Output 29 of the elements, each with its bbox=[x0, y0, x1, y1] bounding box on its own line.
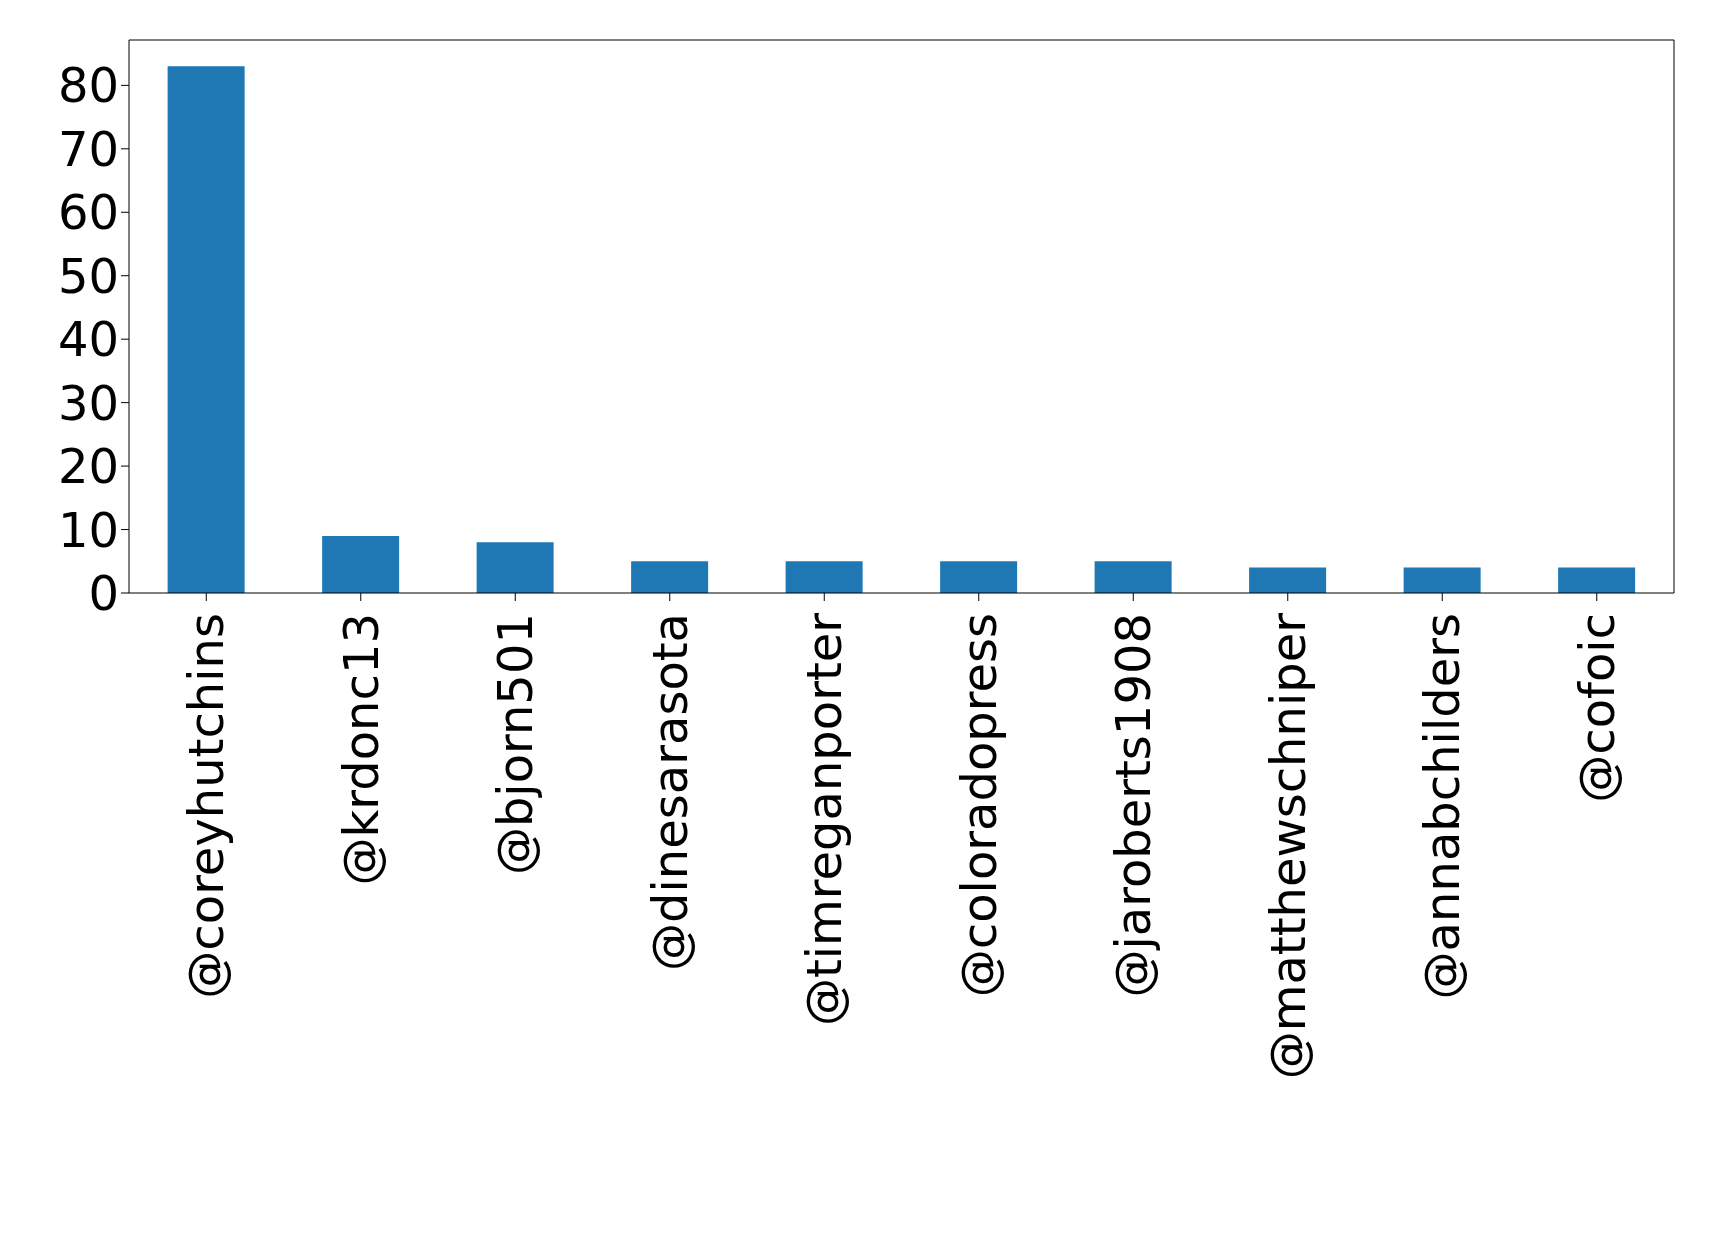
bar bbox=[1249, 567, 1327, 593]
bar bbox=[631, 561, 709, 593]
bar bbox=[940, 561, 1018, 593]
x-tick-label: @bjorn501 bbox=[487, 613, 544, 876]
y-tick-label: 60 bbox=[57, 184, 119, 241]
y-tick-label: 70 bbox=[57, 120, 119, 177]
y-tick-label: 10 bbox=[57, 501, 119, 558]
y-tick-label: 0 bbox=[88, 565, 119, 622]
y-tick-label: 50 bbox=[57, 247, 119, 304]
x-tick-label: @timreganporter bbox=[796, 612, 853, 1027]
x-tick-label: @matthewschniper bbox=[1259, 612, 1316, 1080]
bar bbox=[1094, 561, 1172, 593]
bar bbox=[167, 66, 245, 593]
x-tick-label: @annabchilders bbox=[1414, 613, 1471, 1000]
y-tick-label: 20 bbox=[57, 438, 119, 495]
bar bbox=[322, 535, 400, 593]
x-tick-label: @dinesarasota bbox=[641, 613, 698, 971]
y-tick-label: 40 bbox=[57, 311, 119, 368]
bar bbox=[1403, 567, 1481, 593]
bar bbox=[1558, 567, 1636, 593]
y-tick-label: 80 bbox=[57, 57, 119, 114]
y-tick-label: 30 bbox=[57, 374, 119, 431]
x-tick-label: @coloradopress bbox=[950, 613, 1007, 998]
bar bbox=[785, 561, 863, 593]
bar bbox=[476, 542, 554, 593]
x-tick-label: @cofoic bbox=[1568, 613, 1625, 803]
x-tick-label: @jaroberts1908 bbox=[1105, 613, 1162, 998]
x-tick-label: @coreyhutchins bbox=[178, 613, 235, 999]
x-tick-label: @krdonc13 bbox=[332, 613, 389, 886]
